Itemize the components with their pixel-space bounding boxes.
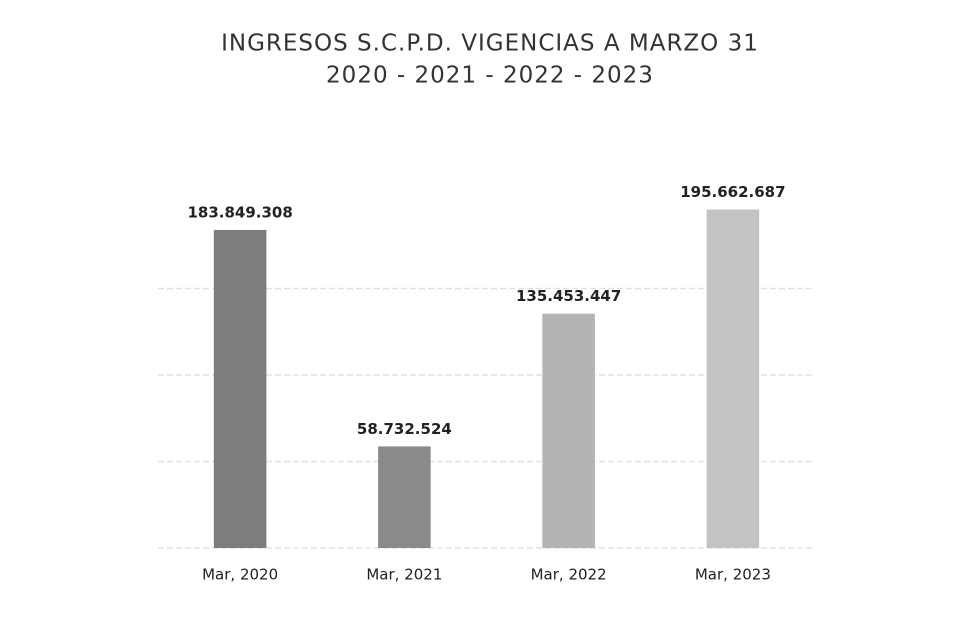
value-label: 195.662.687 xyxy=(680,183,785,201)
bar xyxy=(378,446,431,548)
value-label: 183.849.308 xyxy=(187,203,292,221)
bar xyxy=(213,229,267,548)
bar xyxy=(706,209,760,549)
x-tick-label: Mar, 2021 xyxy=(366,566,442,584)
chart-title: INGRESOS S.C.P.D. VIGENCIAS A MARZO 31 xyxy=(221,31,759,57)
x-tick-label: Mar, 2023 xyxy=(695,566,771,584)
bar xyxy=(542,313,595,548)
x-tick-label: Mar, 2020 xyxy=(202,566,278,584)
x-tick-label: Mar, 2022 xyxy=(531,566,607,584)
value-label: 58.732.524 xyxy=(357,420,452,438)
value-label: 135.453.447 xyxy=(516,287,621,305)
chart-subtitle: 2020 - 2021 - 2022 - 2023 xyxy=(326,63,654,89)
